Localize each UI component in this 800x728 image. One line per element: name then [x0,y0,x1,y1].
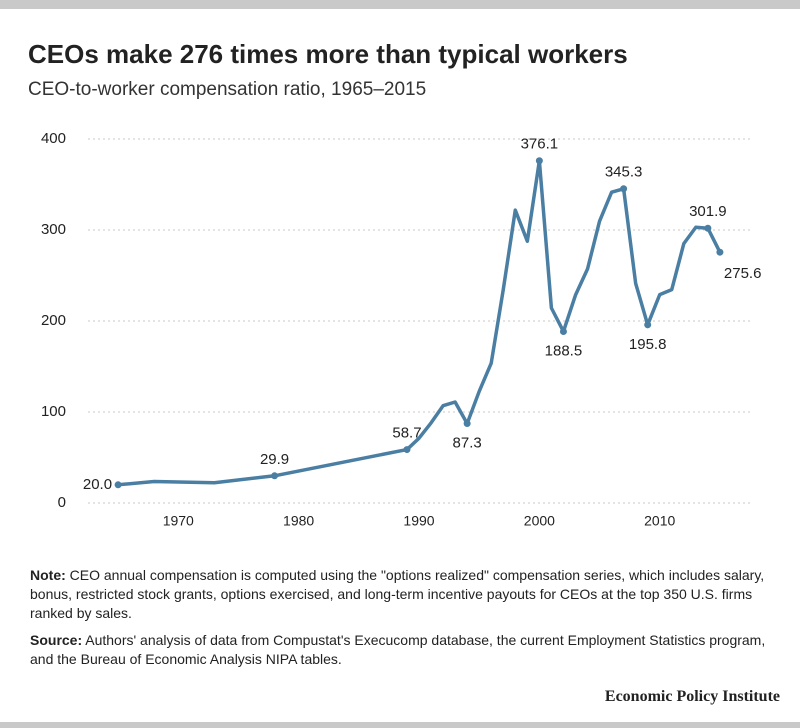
data-label: 58.7 [392,425,421,442]
point [463,420,471,428]
chart-subtitle: CEO-to-worker compensation ratio, 1965–2… [28,79,426,100]
source-label: Source: [30,632,83,648]
y-tick-label: 0 [58,494,66,511]
y-tick-label: 400 [41,130,66,147]
top-bar [0,0,800,9]
notes: Note: CEO annual compensation is compute… [30,566,780,677]
bottom-bar [0,722,800,728]
data-label: 275.6 [724,265,762,282]
publisher: Economic Policy Institute [604,688,780,705]
data-label: 195.8 [629,336,667,353]
point [644,321,652,329]
data-label: 376.1 [521,136,559,153]
data-label: 345.3 [605,164,643,181]
point [620,185,628,193]
point [403,446,411,454]
x-tick-label: 1990 [403,513,434,529]
x-tick-label: 2010 [644,513,675,529]
data-label: 87.3 [453,435,482,452]
point [559,327,567,335]
point [704,224,712,232]
data-label: 188.5 [545,342,583,359]
data-label: 20.0 [83,476,112,493]
x-tick-label: 2000 [524,513,555,529]
point [114,481,122,489]
x-tick-label: 1970 [163,513,194,529]
source: Source: Authors' analysis of data from C… [30,631,780,669]
chart: CEOs make 276 times more than typical wo… [28,39,762,529]
note-text: CEO annual compensation is computed usin… [30,567,765,621]
x-tick-label: 1980 [283,513,314,529]
point [716,248,724,256]
point [271,472,279,480]
y-tick-label: 200 [41,312,66,329]
data-label: 29.9 [260,451,289,468]
source-text: Authors' analysis of data from Compustat… [30,632,766,667]
note-label: Note: [30,567,66,583]
note: Note: CEO annual compensation is compute… [30,566,780,623]
data-label: 301.9 [689,203,727,220]
y-tick-label: 100 [41,403,66,420]
point [535,157,543,165]
chart-title: CEOs make 276 times more than typical wo… [28,39,628,69]
y-tick-label: 300 [41,221,66,238]
